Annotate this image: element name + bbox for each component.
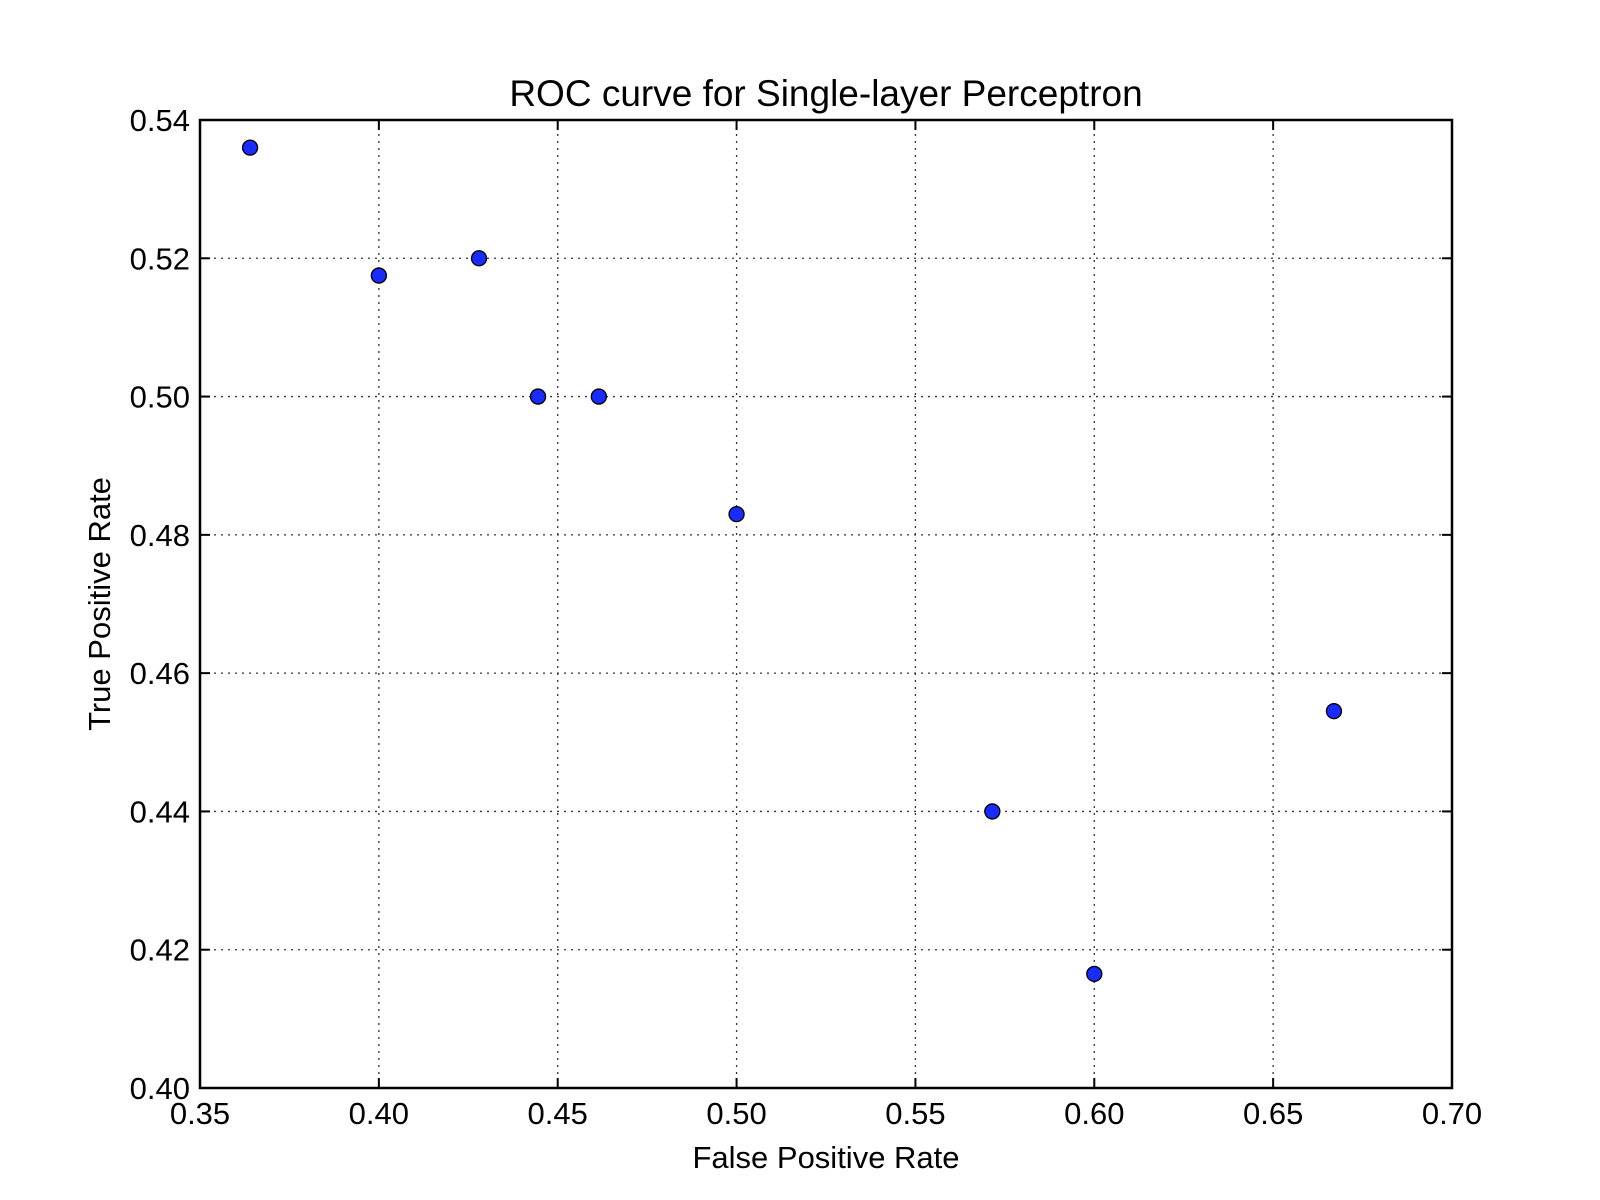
y-tick-label: 0.50 <box>130 380 190 415</box>
x-tick-label: 0.65 <box>1243 1096 1303 1131</box>
x-tick-label: 0.40 <box>349 1096 409 1131</box>
y-axis-label: True Positive Rate <box>82 477 117 731</box>
y-tick-labels: 0.40 0.42 0.44 0.46 0.48 0.50 0.52 0.54 <box>130 103 190 1106</box>
data-point <box>370 267 388 284</box>
y-tick-label: 0.54 <box>130 103 190 138</box>
y-tick-label: 0.48 <box>130 518 190 553</box>
grid-lines <box>200 120 1452 1088</box>
plot-area-frame <box>198 118 1454 1090</box>
data-points <box>241 139 1343 983</box>
data-point <box>241 139 259 156</box>
x-tick-label: 0.50 <box>706 1096 766 1131</box>
y-tick-label: 0.42 <box>130 933 190 968</box>
y-tick-label: 0.46 <box>130 656 190 691</box>
y-tick-label: 0.44 <box>130 794 190 829</box>
y-tick-label: 0.52 <box>130 241 190 276</box>
y-tick-label: 0.40 <box>130 1071 190 1106</box>
x-tick-label: 0.60 <box>1064 1096 1124 1131</box>
axis-ticks <box>199 119 1453 1089</box>
x-tick-label: 0.35 <box>170 1096 230 1131</box>
data-point <box>1086 965 1103 983</box>
x-axis-label: False Positive Rate <box>692 1140 959 1175</box>
data-point <box>984 803 1001 820</box>
data-point <box>590 388 608 405</box>
chart-title: ROC curve for Single-layer Perceptron <box>509 73 1142 114</box>
data-point <box>529 388 547 405</box>
data-point <box>1325 703 1343 720</box>
x-tick-labels: 0.35 0.40 0.45 0.50 0.55 0.60 0.65 0.70 <box>170 1096 1482 1131</box>
x-tick-label: 0.55 <box>885 1096 945 1131</box>
x-tick-label: 0.45 <box>528 1096 588 1131</box>
data-point <box>728 505 745 523</box>
data-point <box>470 250 488 267</box>
x-tick-label: 0.70 <box>1422 1096 1482 1131</box>
